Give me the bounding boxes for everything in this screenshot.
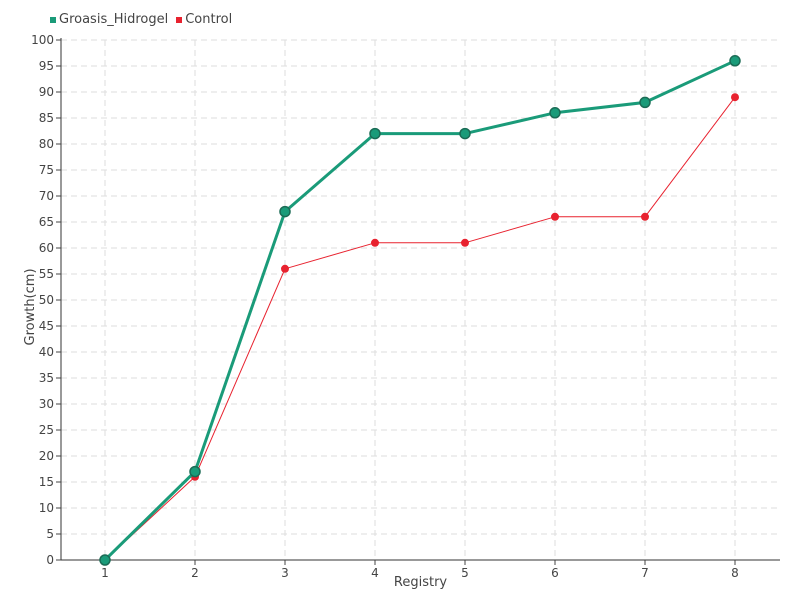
x-tick-label: 2 [191,566,199,580]
series-2-point[interactable] [461,238,469,247]
y-tick-label: 35 [39,371,54,385]
series-2-point[interactable] [641,212,649,221]
series-1-point[interactable] [729,55,741,67]
y-axis-label: Growth(cm) [23,268,38,345]
series-1-point[interactable] [279,205,291,218]
legend-swatch-series-2 [176,16,183,23]
series-line-2 [104,96,736,561]
series-1-point[interactable] [369,127,381,140]
y-tick-label: 90 [39,85,54,99]
x-tick-label: 3 [281,566,289,580]
x-tick-label: 4 [371,566,379,580]
series-line-1 [103,59,736,562]
x-axis-label: Registry [394,575,448,590]
y-tick-label: 15 [39,475,54,489]
y-tick-label: 95 [39,59,54,73]
y-tick-label: 100 [31,33,54,47]
y-tick-label: 55 [39,267,54,281]
series-1-point[interactable] [639,96,651,109]
series-2-point[interactable] [551,212,559,221]
series-1-point[interactable] [459,127,471,140]
y-tick-label: 60 [39,241,54,255]
y-tick-label: 75 [39,163,54,177]
axes [60,38,780,561]
y-tick-label: 65 [39,215,54,229]
y-tick-label: 45 [39,319,54,333]
series-2-point[interactable] [731,93,739,102]
chart-legend: Groasis_Hidrogel Control [50,12,232,27]
x-tick-label: 6 [551,566,559,580]
series-2-point[interactable] [281,264,289,273]
series-layer [99,55,741,566]
y-tick-label: 20 [39,449,54,463]
legend-label-series-1: Groasis_Hidrogel [59,12,169,27]
x-axis-ticks: 1 2 3 4 5 6 7 8 [101,560,739,580]
x-tick-label: 8 [731,566,739,580]
x-tick-label: 7 [641,566,649,580]
y-tick-label: 80 [39,137,54,151]
legend-item-series-2[interactable]: Control [176,12,232,27]
series-1-point[interactable] [549,107,561,119]
gridlines [61,39,780,560]
series-1-point[interactable] [189,465,201,478]
y-tick-label: 0 [46,553,54,567]
y-tick-label: 40 [39,345,54,359]
y-axis-ticks: 0 5 10 15 20 25 30 35 40 45 50 55 60 65 70 75 80 85 90 95 10… [31,33,61,567]
series-1-point[interactable] [99,554,111,566]
y-tick-label: 5 [46,527,54,541]
y-tick-label: 10 [39,501,54,515]
legend-item-series-1[interactable]: Groasis_Hidrogel [50,12,168,27]
y-tick-label: 30 [39,397,54,411]
legend-label-series-2: Control [185,12,233,27]
y-tick-label: 25 [39,423,54,437]
y-tick-label: 85 [39,111,54,125]
y-tick-label: 70 [39,189,54,203]
x-tick-label: 5 [461,566,469,580]
legend-swatch-series-1 [50,16,56,23]
x-tick-label: 1 [101,566,109,580]
y-tick-label: 50 [39,293,54,307]
series-2-point[interactable] [371,238,379,247]
